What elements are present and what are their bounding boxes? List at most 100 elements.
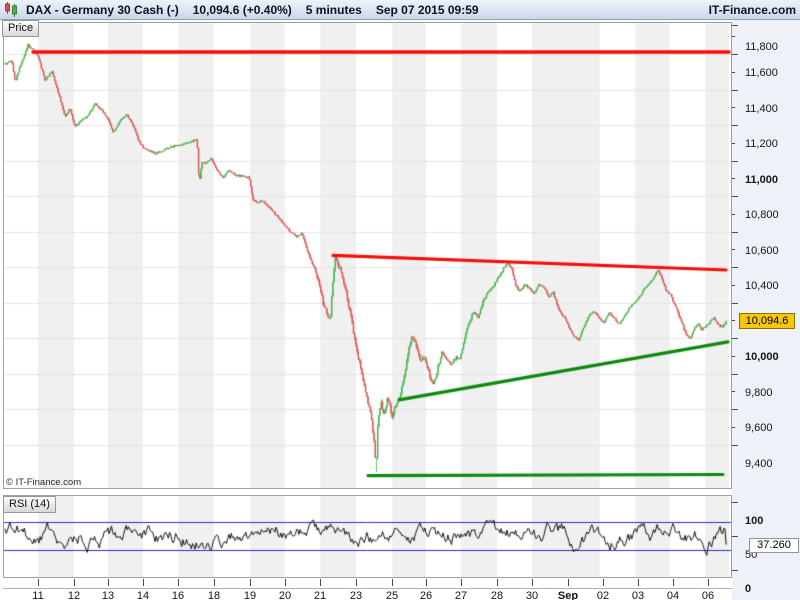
y-axis-label: 9,800 bbox=[745, 387, 773, 399]
y-axis-label: 11,000 bbox=[745, 174, 779, 186]
price-panel bbox=[3, 22, 732, 489]
y-axis-label: 11,600 bbox=[745, 67, 778, 79]
right-price-axis: 10,094.6 37.260 11,800 11,600 11,400 11,200… bbox=[732, 20, 800, 600]
brand-link[interactable]: IT-Finance.com bbox=[708, 2, 796, 17]
time-axis-tick bbox=[461, 579, 462, 586]
last-price-badge: 10,094.6 bbox=[739, 313, 795, 329]
x-axis-label: 12 bbox=[67, 590, 81, 600]
rsi-panel bbox=[3, 495, 732, 578]
copyright-watermark: © IT-Finance.com bbox=[6, 477, 82, 488]
time-axis-tick bbox=[320, 579, 321, 586]
axis-tick bbox=[732, 36, 735, 37]
x-axis-label: 11 bbox=[32, 590, 44, 600]
x-axis-label: 19 bbox=[243, 590, 257, 600]
axis-tick bbox=[732, 356, 735, 357]
time-axis-tick bbox=[356, 579, 357, 586]
axis-tick bbox=[732, 570, 738, 571]
axis-tick bbox=[732, 409, 738, 410]
time-axis-tick bbox=[74, 579, 75, 586]
x-axis-label: 03 bbox=[631, 590, 645, 600]
time-axis-tick bbox=[568, 579, 569, 586]
y-axis-label: 10,400 bbox=[745, 280, 779, 292]
axis-tick bbox=[732, 125, 738, 126]
axis-tick bbox=[732, 161, 738, 162]
candlestick-icon bbox=[3, 1, 20, 18]
x-axis-label: 28 bbox=[490, 590, 504, 600]
time-axis-tick bbox=[392, 579, 393, 586]
axis-tick bbox=[732, 107, 735, 108]
y-axis-label: 11,800 bbox=[745, 41, 778, 53]
x-axis-label: Sep bbox=[557, 590, 579, 600]
time-axis-tick bbox=[497, 579, 498, 586]
x-axis-label: 02 bbox=[596, 590, 610, 600]
axis-tick bbox=[732, 54, 738, 55]
timeframe-label: 5 minutes bbox=[305, 2, 362, 17]
axis-tick bbox=[732, 249, 735, 250]
time-axis: 11 12 13 14 16 18 19 20 21 23 25 26 27 28 30 Sep 02 03 04 0… bbox=[3, 578, 732, 600]
x-axis-label: 06 bbox=[701, 590, 715, 600]
axis-tick bbox=[732, 445, 738, 446]
axis-tick bbox=[732, 285, 735, 286]
axis-tick bbox=[732, 25, 738, 26]
time-axis-tick bbox=[285, 579, 286, 586]
x-axis-label: 26 bbox=[419, 590, 433, 600]
x-axis-label: 21 bbox=[313, 590, 327, 600]
x-axis-label: 23 bbox=[349, 590, 363, 600]
axis-tick bbox=[732, 214, 735, 215]
x-axis-label: 13 bbox=[101, 590, 115, 600]
timestamp-label: Sep 07 2015 09:59 bbox=[375, 2, 479, 17]
y-axis-label: 10,800 bbox=[745, 209, 779, 221]
rsi-chart-canvas[interactable] bbox=[4, 496, 731, 577]
axis-tick bbox=[732, 196, 738, 197]
time-axis-tick bbox=[603, 579, 604, 586]
axis-tick bbox=[732, 320, 735, 321]
x-axis-label: 27 bbox=[454, 590, 468, 600]
rsi-axis-label: 0 bbox=[745, 583, 752, 595]
time-axis-tick bbox=[426, 579, 427, 586]
axis-tick bbox=[732, 90, 738, 91]
axis-tick bbox=[732, 502, 738, 503]
time-axis-tick bbox=[638, 579, 639, 586]
time-axis-tick bbox=[532, 579, 533, 586]
time-axis-tick bbox=[38, 579, 39, 586]
x-axis-label: 04 bbox=[666, 590, 680, 600]
rsi-axis-label: 100 bbox=[745, 515, 764, 527]
y-axis-label: 9,400 bbox=[745, 458, 773, 470]
last-quote: 10,094.6 (+0.40%) bbox=[192, 2, 292, 17]
time-axis-baseline bbox=[3, 588, 732, 589]
axis-tick bbox=[732, 303, 738, 304]
y-axis-label: 9,600 bbox=[745, 422, 773, 434]
rsi-value-badge: 37.260 bbox=[749, 538, 799, 553]
y-axis-label: 10,000 bbox=[745, 351, 779, 363]
time-axis-tick bbox=[214, 579, 215, 586]
axis-tick bbox=[732, 391, 735, 392]
rsi-panel-button[interactable]: RSI (14) bbox=[3, 496, 56, 513]
time-axis-tick bbox=[178, 579, 179, 586]
time-axis-tick bbox=[673, 579, 674, 586]
time-axis-tick bbox=[250, 579, 251, 586]
axis-tick bbox=[732, 178, 735, 179]
axis-tick bbox=[732, 143, 735, 144]
price-chart-canvas[interactable] bbox=[4, 23, 731, 488]
x-axis-label: 18 bbox=[207, 590, 221, 600]
y-axis-label: 11,400 bbox=[745, 103, 778, 115]
price-panel-button[interactable]: Price bbox=[2, 20, 40, 37]
axis-tick bbox=[732, 72, 735, 73]
axis-tick bbox=[732, 267, 738, 268]
time-axis-tick bbox=[708, 579, 709, 586]
axis-tick bbox=[732, 232, 738, 233]
axis-tick bbox=[732, 374, 738, 375]
axis-tick bbox=[732, 536, 738, 537]
instrument-title: DAX - Germany 30 Cash (-) bbox=[26, 2, 179, 17]
x-axis-label: 20 bbox=[278, 590, 292, 600]
y-axis-label: 11,200 bbox=[745, 138, 778, 150]
x-axis-label: 16 bbox=[171, 590, 185, 600]
axis-tick bbox=[732, 427, 735, 428]
y-axis-label: 10,600 bbox=[745, 245, 779, 257]
chart-header: DAX - Germany 30 Cash (-) 10,094.6 (+0.4… bbox=[0, 0, 800, 20]
time-axis-tick bbox=[143, 579, 144, 586]
x-axis-label: 25 bbox=[385, 590, 399, 600]
axis-tick bbox=[732, 338, 738, 339]
time-axis-tick bbox=[108, 579, 109, 586]
